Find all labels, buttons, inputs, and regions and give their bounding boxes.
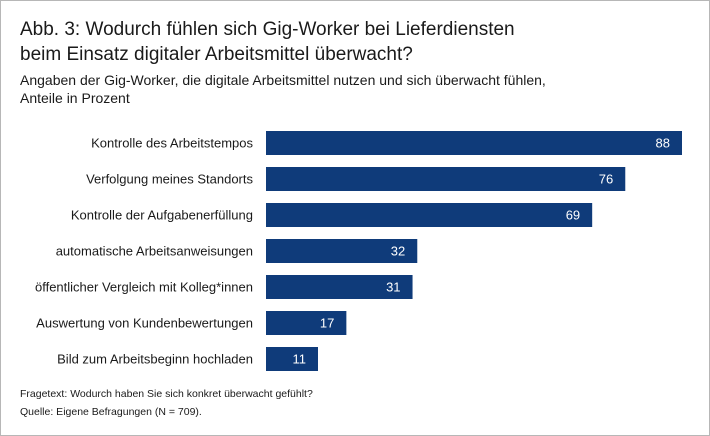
category-label: Kontrolle des Arbeitstempos (91, 136, 253, 151)
bar (266, 347, 318, 371)
category-label: Auswertung von Kundenbewertungen (36, 316, 253, 331)
bar (266, 203, 593, 227)
source-note: Quelle: Eigene Befragungen (N = 709). (20, 406, 202, 418)
value-label: 32 (391, 244, 405, 259)
chart-subtitle: Angaben der Gig-Worker, die digitale Arb… (20, 71, 660, 107)
bar (266, 131, 682, 155)
value-label: 88 (656, 136, 670, 151)
chart-title-line-2: beim Einsatz digitaler Arbeitsmittel übe… (20, 44, 413, 65)
value-label: 11 (293, 352, 307, 367)
value-label: 17 (320, 316, 334, 331)
bar (266, 167, 626, 191)
category-label: automatische Arbeitsanweisungen (56, 244, 253, 259)
chart-title-line-1: Abb. 3: Wodurch fühlen sich Gig-Worker b… (20, 19, 515, 40)
bar (266, 311, 347, 335)
chart-title: Abb. 3: Wodurch fühlen sich Gig-Worker b… (20, 17, 680, 67)
category-label: öffentlicher Vergleich mit Kolleg*innen (35, 280, 253, 295)
value-label: 69 (566, 208, 580, 223)
bar-chart: Kontrolle des Arbeitstempos 88 Verfolgung … (35, 131, 682, 371)
chart-subtitle-line-1: Angaben der Gig-Worker, die digitale Arb… (20, 72, 546, 88)
chart-subtitle-line-2: Anteile in Prozent (20, 90, 130, 106)
value-label: 76 (599, 172, 613, 187)
question-note: Fragetext: Wodurch haben Sie sich konkre… (20, 388, 313, 400)
category-label: Bild zum Arbeitsbeginn hochladen (57, 352, 253, 367)
category-label: Verfolgung meines Standorts (86, 172, 253, 187)
bar (266, 239, 418, 263)
value-label: 31 (386, 280, 400, 295)
category-label: Kontrolle der Aufgabenerfüllung (71, 208, 253, 223)
bar (266, 275, 413, 299)
